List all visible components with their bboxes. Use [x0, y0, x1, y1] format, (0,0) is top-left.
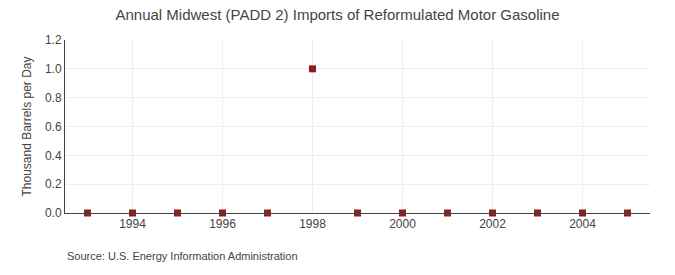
svg-text:0.4: 0.4 — [45, 149, 62, 163]
svg-text:0.0: 0.0 — [45, 206, 62, 220]
svg-text:2000: 2000 — [389, 217, 416, 231]
svg-text:1996: 1996 — [209, 217, 236, 231]
svg-text:1.0: 1.0 — [45, 62, 62, 76]
svg-text:1994: 1994 — [119, 217, 146, 231]
svg-text:0.6: 0.6 — [45, 120, 62, 134]
svg-text:Source: U.S. Energy Informatio: Source: U.S. Energy Information Administ… — [67, 250, 298, 262]
svg-text:Thousand Barrels per Day: Thousand Barrels per Day — [20, 56, 34, 196]
svg-text:1.2: 1.2 — [45, 33, 62, 47]
svg-text:2004: 2004 — [569, 217, 596, 231]
svg-text:0.2: 0.2 — [45, 177, 62, 191]
svg-text:2002: 2002 — [479, 217, 506, 231]
svg-text:1998: 1998 — [299, 217, 326, 231]
svg-text:0.8: 0.8 — [45, 91, 62, 105]
svg-text:Annual Midwest (PADD 2) Import: Annual Midwest (PADD 2) Imports of Refor… — [115, 6, 559, 23]
